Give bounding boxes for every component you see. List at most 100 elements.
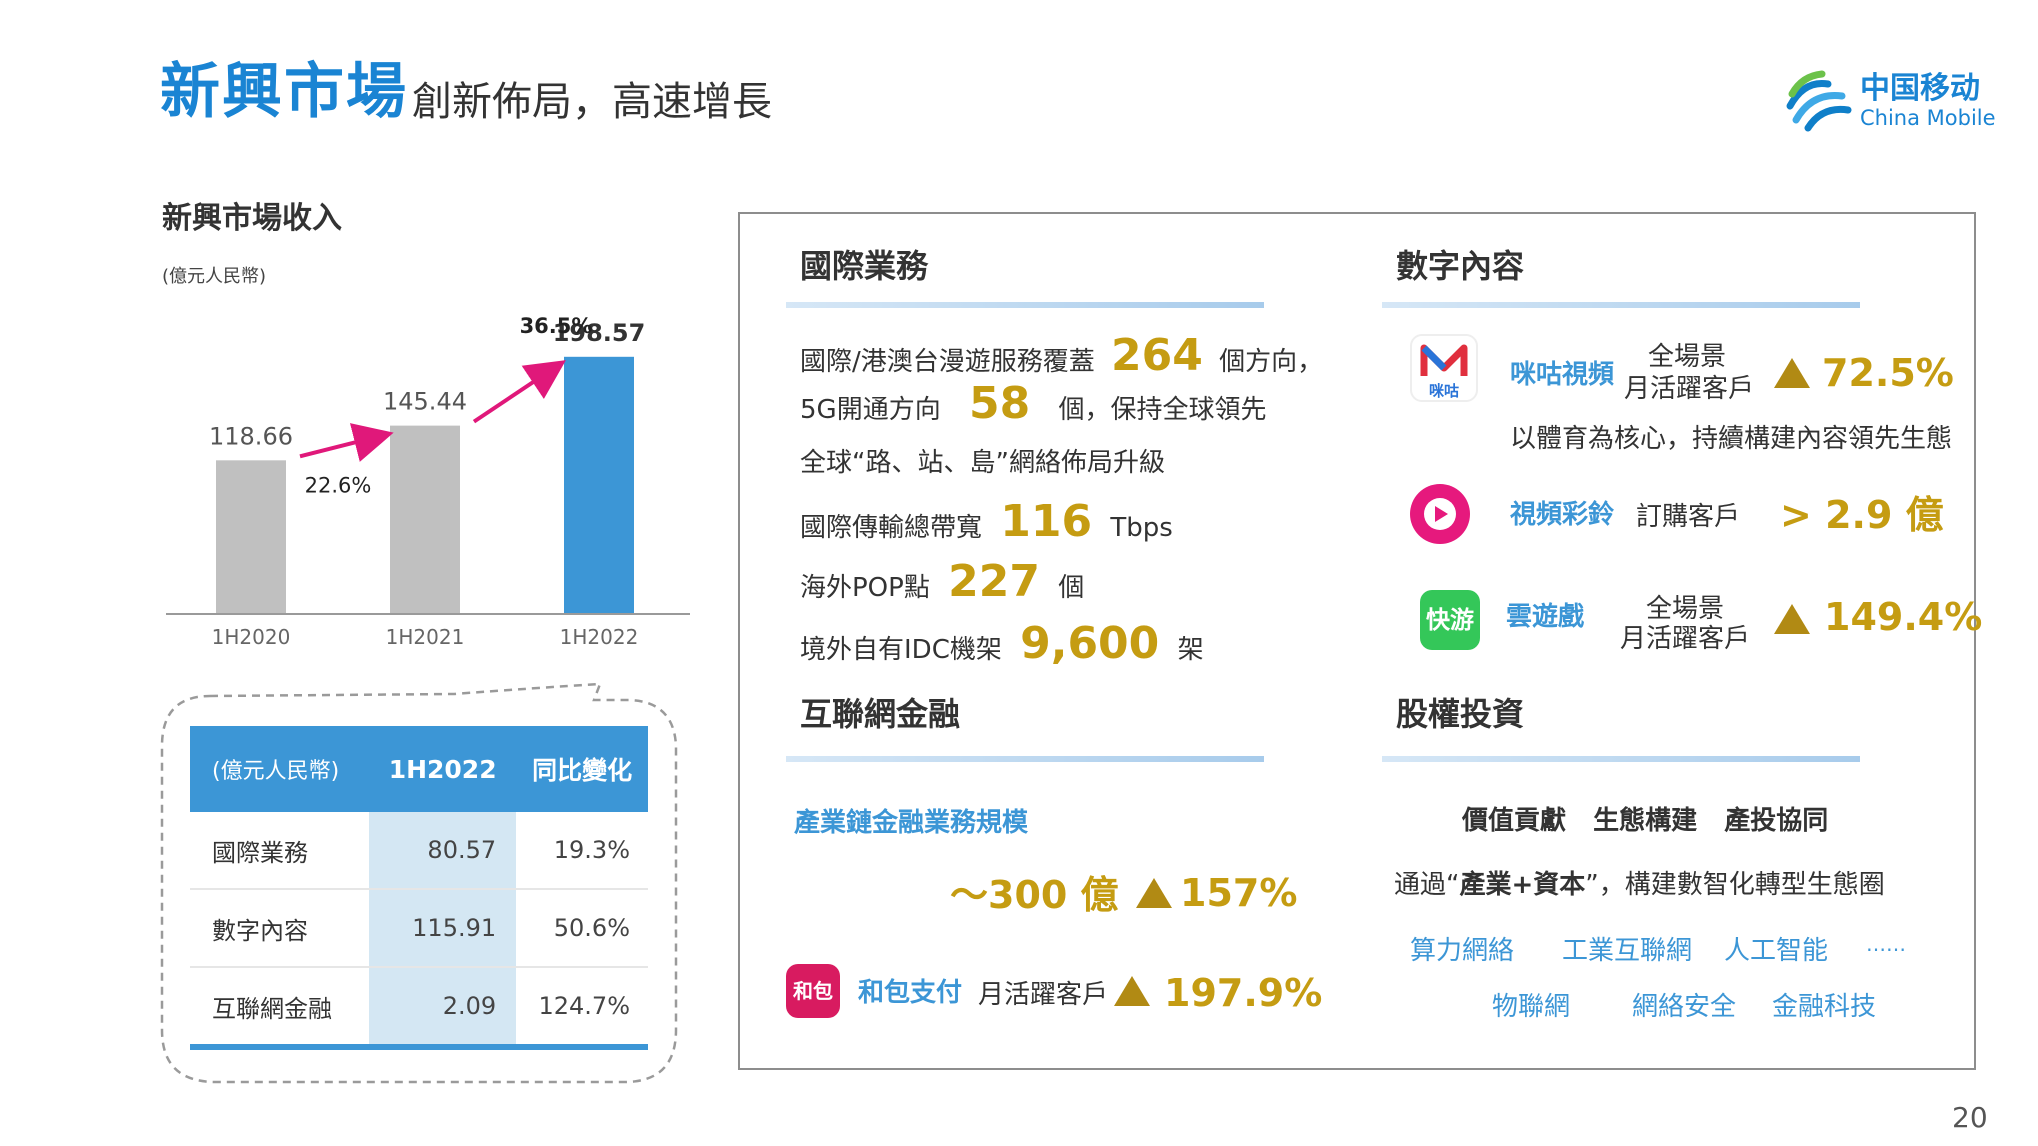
intl-l2-text: 5G開通方向 bbox=[800, 395, 941, 425]
row-value: 80.57 bbox=[369, 812, 517, 890]
growth-arrow bbox=[299, 423, 394, 462]
equity-item: 金融科技 bbox=[1772, 992, 1877, 1022]
table-header-row: (億元人民幣) 1H2022 同比變化 bbox=[190, 726, 648, 812]
china-mobile-logo-icon bbox=[1786, 70, 1852, 132]
intl-line-2: 5G開通方向 58 個，保持全球領先 bbox=[800, 382, 1266, 426]
table-row: 國際業務 80.57 19.3% bbox=[190, 812, 648, 890]
equity-desc: 通過“產業+資本”，構建數智化轉型生態圈 bbox=[1394, 872, 1885, 898]
row-value: 115.91 bbox=[369, 889, 517, 968]
bar-value-label: 145.44 bbox=[383, 388, 467, 416]
growth-arrow bbox=[472, 360, 566, 424]
growth-label: 36.5% bbox=[520, 314, 593, 338]
game-growth: 149.4% bbox=[1824, 595, 1983, 639]
hebao-pay-icon: 和包 bbox=[786, 964, 840, 1018]
logo-chinese-text: 中国移动 bbox=[1860, 71, 1980, 106]
game-up-icon bbox=[1774, 604, 1810, 638]
bar-value-label: 118.66 bbox=[209, 422, 293, 450]
table-header-unit: (億元人民幣) bbox=[190, 726, 370, 812]
intl-l5-text: 海外POP點 bbox=[800, 573, 930, 603]
fin-scale-label: 產業鏈金融業務規模 bbox=[794, 808, 1029, 838]
pay-growth: 197.9% bbox=[1164, 971, 1323, 1015]
equity-item: 人工智能 bbox=[1724, 936, 1829, 966]
ringtone-name: 視頻彩鈴 bbox=[1510, 500, 1615, 530]
fin-scale-value: ～300 億 bbox=[950, 873, 1119, 917]
migu-up-icon bbox=[1774, 358, 1810, 392]
growth-label: 22.6% bbox=[305, 473, 372, 497]
pay-up-icon bbox=[1114, 976, 1150, 1010]
migu-desc: 以體育為核心，持續構建內容領先生態 bbox=[1510, 424, 1953, 454]
cloud-game-icon: 快游 bbox=[1420, 590, 1480, 650]
intl-line-5: 海外POP點 227 個 bbox=[800, 560, 1084, 604]
equity-tags: 價值貢獻 生態構建 產投協同 bbox=[1462, 806, 1829, 836]
migu-metric-line1: 全場景 bbox=[1648, 342, 1727, 372]
intl-line-6: 境外自有IDC機架 9,600 架 bbox=[800, 622, 1204, 666]
chart-unit: (億元人民幣) bbox=[162, 266, 267, 287]
equity-desc-suffix: ”，構建數智化轉型生態圈 bbox=[1585, 870, 1885, 900]
intl-title: 國際業務 bbox=[800, 247, 929, 285]
row-yoy: 19.3% bbox=[516, 812, 648, 890]
intl-line-3: 全球“路、站、島”網絡佈局升級 bbox=[800, 448, 1165, 478]
equity-item: 算力網絡 bbox=[1410, 936, 1515, 966]
video-ringtone-icon bbox=[1410, 484, 1470, 544]
intl-l6-text: 境外自有IDC機架 bbox=[800, 635, 1002, 665]
fin-scale-growth: 157% bbox=[1180, 871, 1298, 915]
migu-video-icon: 咪咕 bbox=[1410, 334, 1478, 402]
page-title: 新興市場 bbox=[160, 57, 408, 127]
section-title-revenue: 新興市場收入 bbox=[162, 201, 342, 236]
intl-l4-number: 116 bbox=[1000, 496, 1093, 547]
game-metric-line1: 全場景 bbox=[1646, 594, 1725, 624]
equity-desc-prefix: 通過“ bbox=[1394, 870, 1460, 900]
migu-growth: 72.5% bbox=[1822, 351, 1954, 395]
intl-l2-suffix: 個，保持全球領先 bbox=[1058, 395, 1267, 425]
fin-title: 互聯網金融 bbox=[800, 695, 961, 733]
intl-l5-number: 227 bbox=[948, 556, 1040, 607]
digital-underline bbox=[1382, 302, 1860, 308]
row-yoy: 50.6% bbox=[516, 889, 648, 968]
equity-item: 物聯網 bbox=[1492, 992, 1571, 1022]
row-label: 數字內容 bbox=[190, 889, 370, 968]
intl-l4-text: 國際傳輸總帶寬 bbox=[800, 513, 983, 543]
equity-item: 工業互聯網 bbox=[1562, 936, 1693, 966]
emerging-market-table: (億元人民幣) 1H2022 同比變化 國際業務 80.57 19.3% 數字內… bbox=[190, 726, 648, 1050]
intl-l1-suffix: 個方向， bbox=[1219, 347, 1324, 377]
intl-l5-suffix: 個 bbox=[1058, 573, 1085, 603]
fin-underline bbox=[786, 756, 1264, 762]
fin-scale-up-icon bbox=[1136, 878, 1172, 912]
game-name: 雲遊戲 bbox=[1506, 602, 1585, 632]
table-header-yoy: 同比變化 bbox=[516, 726, 648, 812]
ringtone-metric: 訂購客戶 bbox=[1636, 502, 1741, 532]
chart-bar bbox=[564, 356, 634, 614]
pay-metric: 月活躍客戶 bbox=[978, 980, 1109, 1010]
intl-l6-suffix: 架 bbox=[1177, 635, 1204, 665]
table-row: 互聯網金融 2.09 124.7% bbox=[190, 967, 648, 1050]
chart-bar bbox=[216, 460, 286, 614]
ringtone-value: > 2.9 億 bbox=[1780, 493, 1944, 537]
equity-title: 股權投資 bbox=[1396, 695, 1525, 733]
equity-underline bbox=[1382, 756, 1860, 762]
row-value: 2.09 bbox=[369, 967, 517, 1050]
logo-english-text: China Mobile bbox=[1860, 106, 1996, 130]
intl-l2-number: 58 bbox=[968, 378, 1031, 429]
intl-l1-text: 國際/港澳台漫遊服務覆蓋 bbox=[800, 347, 1095, 377]
game-metric-line2: 月活躍客戶 bbox=[1620, 624, 1751, 654]
row-label: 互聯網金融 bbox=[190, 967, 370, 1050]
pay-name: 和包支付 bbox=[858, 978, 963, 1008]
intl-line-1: 國際/港澳台漫遊服務覆蓋 264 個方向， bbox=[800, 334, 1323, 378]
row-yoy: 124.7% bbox=[516, 967, 648, 1050]
revenue-bar-chart: 118.66 1H2020 145.44 1H2021 198.57 1H2022 22.6… bbox=[166, 314, 690, 649]
table-header-period: 1H2022 bbox=[369, 726, 517, 812]
intl-line-4: 國際傳輸總帶寬 116 Tbps bbox=[800, 500, 1173, 544]
equity-item-more: …… bbox=[1866, 932, 1906, 956]
migu-metric-line2: 月活躍客戶 bbox=[1624, 374, 1755, 404]
intl-l4-suffix: Tbps bbox=[1110, 513, 1173, 543]
row-label: 國際業務 bbox=[190, 812, 370, 890]
intl-l6-number: 9,600 bbox=[1020, 618, 1160, 669]
migu-icon-caption: 咪咕 bbox=[1428, 382, 1459, 400]
migu-name: 咪咕視頻 bbox=[1510, 360, 1615, 390]
x-tick-label: 1H2021 bbox=[386, 625, 465, 649]
intl-l1-number: 264 bbox=[1111, 330, 1203, 381]
chart-bar bbox=[390, 425, 460, 614]
table-callout-frame bbox=[160, 682, 678, 1084]
digital-title: 數字內容 bbox=[1396, 247, 1525, 285]
equity-item: 網絡安全 bbox=[1632, 992, 1737, 1022]
